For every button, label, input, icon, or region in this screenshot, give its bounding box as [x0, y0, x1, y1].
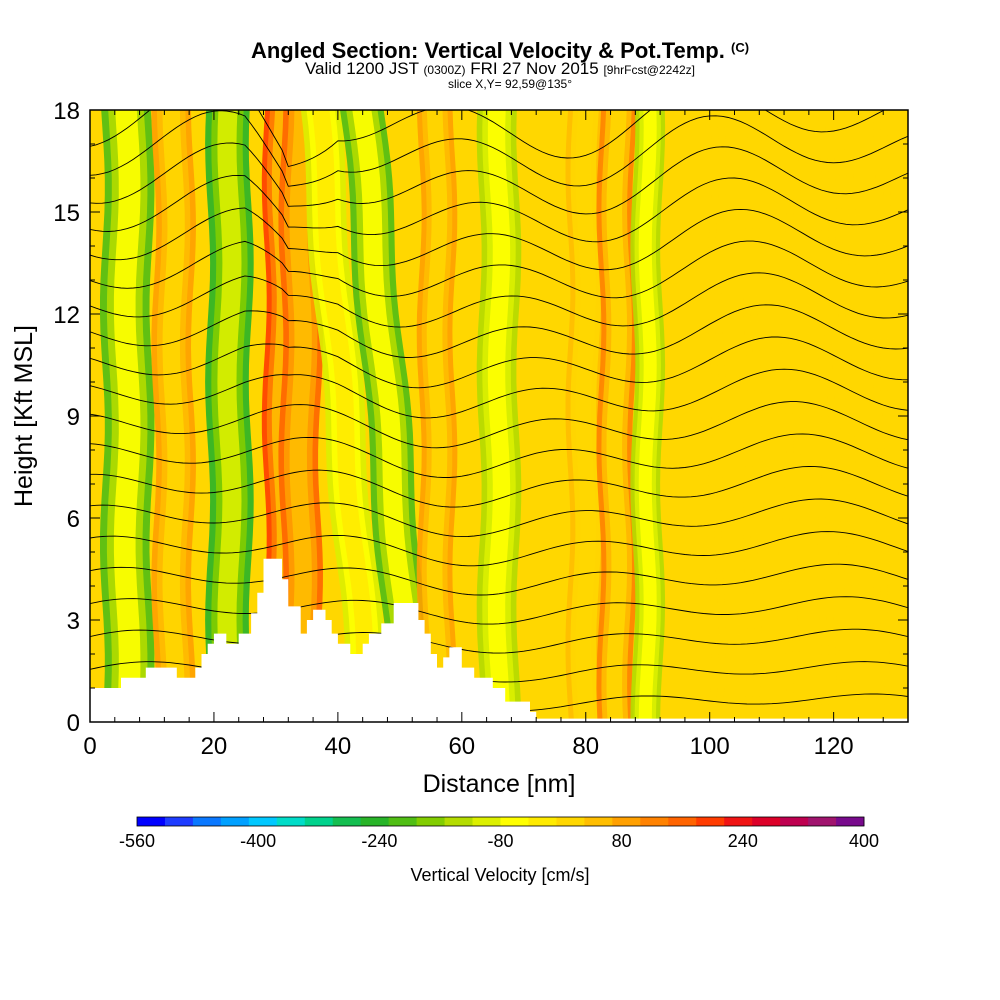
y-tick-label: 15 [53, 200, 80, 227]
x-axis-label: Distance [nm] [423, 770, 576, 798]
x-tick-label: 100 [690, 733, 730, 760]
velocity-band [596, 110, 638, 722]
velocity-band [837, 110, 892, 722]
plot-area [90, 110, 908, 722]
colorbar-segment [836, 817, 865, 826]
theta-contour [90, 240, 908, 299]
velocity-band [707, 110, 762, 722]
colorbar-segment [612, 817, 641, 826]
subtitle-utc: (0300Z) [423, 63, 466, 77]
theta-contour [90, 336, 908, 389]
colorbar: -560 -400 -240 -80 80 240 400 [119, 816, 879, 851]
subtitle-date: FRI 27 Nov 2015 [470, 59, 599, 78]
terrain-profile [90, 558, 908, 722]
colorbar-label: Vertical Velocity [cm/s] [410, 865, 589, 885]
colorbar-segment [528, 817, 557, 826]
x-tick-label: 80 [572, 733, 599, 760]
colorbar-segment [332, 817, 362, 826]
colorbar-tick-label: -400 [240, 831, 276, 851]
theta-contour [90, 401, 908, 449]
colorbar-segment [500, 817, 529, 826]
y-tick-label: 0 [67, 710, 80, 737]
theta-contour [90, 368, 908, 419]
colorbar-tick-label: -240 [361, 831, 397, 851]
theta-contour [90, 272, 908, 328]
colorbar-segment [388, 817, 418, 826]
colorbar-segment [808, 817, 837, 826]
theta-contour [90, 498, 908, 538]
y-tick-label: 12 [53, 302, 80, 329]
colorbar-tick-label: 240 [728, 831, 758, 851]
colorbar-tick-label: 80 [612, 831, 632, 851]
theta-contours [90, 110, 908, 712]
colorbar-segment [220, 817, 250, 826]
colorbar-segment [276, 817, 306, 826]
theta-contour [90, 596, 908, 625]
theta-contour [90, 466, 908, 508]
colorbar-tick-label: -560 [119, 831, 155, 851]
velocity-band [476, 110, 522, 722]
velocity-band [416, 110, 458, 722]
theta-contour [90, 110, 908, 187]
colorbar-segment [416, 817, 445, 826]
velocity-band [100, 110, 155, 722]
x-tick-label: 40 [325, 733, 352, 760]
colorbar-segment [360, 817, 390, 826]
colorbar-segment [724, 817, 753, 826]
theta-contour [90, 110, 886, 168]
colorbar-segment [584, 817, 613, 826]
chart-title: Angled Section: Vertical Velocity & Pot.… [250, 38, 750, 63]
theta-contour [90, 207, 908, 271]
colorbar-segment [304, 817, 334, 826]
colorbar-segment [444, 817, 473, 826]
theta-contour [90, 174, 908, 243]
colorbar-segment [780, 817, 809, 826]
subtitle-forecast: [9hrFcst@2242z] [603, 63, 696, 77]
y-tick-label: 18 [53, 98, 80, 125]
velocity-band [630, 110, 666, 722]
colorbar-segment [556, 817, 585, 826]
colorbar-tick-label: -80 [487, 831, 513, 851]
colorbar-segment [164, 817, 194, 826]
theta-contour [90, 531, 908, 567]
theta-contour [90, 563, 908, 596]
y-axis: 0 3 6 9 12 15 18 [53, 98, 908, 737]
theta-contour [90, 304, 908, 358]
theta-contour [90, 433, 908, 478]
colorbar-frame [136, 816, 865, 827]
velocity-band [781, 110, 837, 722]
title-unit: (C) [731, 40, 750, 55]
velocity-band [151, 110, 196, 722]
x-tick-label: 0 [83, 733, 96, 760]
velocity-band [565, 110, 606, 722]
x-axis: 0 20 40 60 80 100 120 [83, 110, 884, 760]
velocity-bands [100, 110, 892, 722]
y-tick-label: 6 [67, 506, 80, 533]
colorbar-segment [640, 817, 669, 826]
colorbar-segment [752, 817, 781, 826]
x-tick-label: 120 [814, 733, 854, 760]
x-tick-label: 20 [201, 733, 228, 760]
colorbar-segment [192, 817, 222, 826]
chart-subtitle: Valid 1200 JST (0300Z) FRI 27 Nov 2015 [… [304, 59, 696, 78]
colorbar-segment [248, 817, 278, 826]
y-tick-label: 9 [67, 404, 80, 431]
y-tick-label: 3 [67, 608, 80, 635]
colorbar-segment [137, 817, 166, 826]
velocity-band [205, 110, 254, 722]
theta-contour [90, 142, 908, 215]
colorbar-segment [696, 817, 725, 826]
colorbar-tick-label: 400 [849, 831, 879, 851]
y-axis-label: Height [Kft MSL] [10, 325, 38, 507]
colorbar-segment [472, 817, 501, 826]
colorbar-segment [668, 817, 697, 826]
x-tick-label: 60 [448, 733, 475, 760]
chart-header: Angled Section: Vertical Velocity & Pot.… [0, 36, 1000, 91]
slice-info: slice X,Y= 92,59@135° [447, 77, 573, 91]
